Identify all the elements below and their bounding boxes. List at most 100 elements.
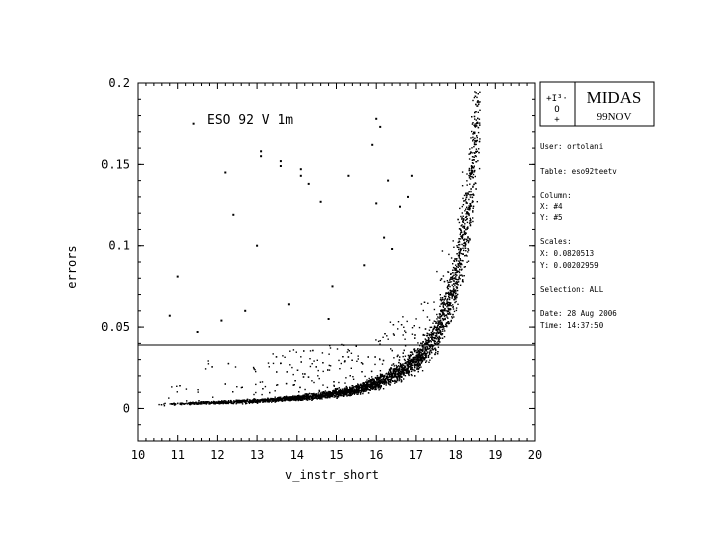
- data-point: [431, 346, 434, 348]
- data-point: [458, 257, 460, 259]
- data-point: [387, 373, 389, 376]
- data-point: [346, 387, 348, 389]
- data-point: [422, 359, 424, 362]
- data-point: [313, 381, 315, 384]
- data-point: [407, 371, 409, 374]
- data-point: [452, 294, 455, 297]
- data-point: [294, 398, 297, 400]
- data-point: [183, 403, 185, 405]
- data-point: [469, 224, 472, 226]
- data-point: [472, 193, 474, 195]
- data-point: [453, 246, 455, 248]
- data-point: [336, 387, 338, 390]
- data-point: [411, 368, 413, 370]
- data-point: [324, 396, 327, 399]
- data-point: [445, 295, 447, 298]
- data-point: [404, 359, 406, 362]
- data-point: [436, 334, 438, 336]
- data-point: [426, 316, 429, 318]
- data-point: [424, 357, 427, 359]
- data-point: [414, 375, 416, 377]
- data-point: [370, 384, 373, 386]
- data-point: [458, 221, 461, 224]
- data-point: [464, 233, 467, 235]
- data-point: [341, 388, 344, 390]
- data-point: [403, 326, 405, 328]
- data-point: [345, 391, 348, 393]
- data-point: [411, 366, 413, 369]
- data-point: [329, 391, 331, 393]
- data-point: [457, 264, 459, 266]
- data-point: [279, 397, 281, 399]
- data-point: [437, 329, 439, 331]
- data-point: [296, 369, 299, 371]
- data-point: [425, 355, 427, 358]
- y-tick-label: 0.1: [108, 239, 130, 253]
- data-point: [425, 339, 428, 342]
- data-point: [458, 276, 460, 278]
- data-point: [273, 399, 275, 401]
- data-point: [343, 390, 345, 392]
- data-point: [284, 399, 286, 402]
- data-point: [274, 390, 276, 392]
- data-point: [417, 356, 419, 359]
- data-point: [191, 402, 193, 405]
- data-point: [453, 291, 455, 293]
- data-point: [307, 398, 310, 400]
- data-point: [436, 353, 439, 355]
- data-point: [469, 206, 471, 208]
- data-point: [333, 394, 335, 397]
- data-point: [389, 375, 391, 377]
- data-point: [396, 366, 398, 368]
- data-point: [433, 301, 435, 303]
- data-point: [463, 241, 466, 244]
- outlier-point: [224, 171, 227, 174]
- data-point: [432, 322, 434, 324]
- data-point: [328, 394, 330, 397]
- data-point: [462, 253, 464, 255]
- data-point: [306, 399, 309, 401]
- data-point: [228, 401, 230, 404]
- data-point: [452, 272, 454, 274]
- data-point: [179, 385, 181, 387]
- data-point: [212, 396, 214, 398]
- data-point: [471, 147, 473, 149]
- data-point: [349, 375, 351, 377]
- data-point: [377, 387, 379, 389]
- data-point: [457, 279, 460, 281]
- data-point: [377, 385, 379, 387]
- data-point: [393, 380, 395, 382]
- data-point: [319, 392, 322, 394]
- data-point: [404, 367, 406, 369]
- data-point: [413, 356, 415, 358]
- data-point: [369, 384, 372, 387]
- data-point: [171, 403, 173, 405]
- data-point: [375, 377, 377, 379]
- data-point: [464, 247, 467, 249]
- data-point: [422, 333, 424, 336]
- data-point: [426, 347, 429, 349]
- data-point: [413, 365, 416, 367]
- data-point: [189, 403, 192, 406]
- data-point: [461, 274, 463, 276]
- data-point: [465, 228, 467, 231]
- data-point: [197, 401, 199, 404]
- data-point: [451, 294, 453, 296]
- data-point: [352, 376, 354, 378]
- data-point: [293, 384, 295, 386]
- data-point: [299, 386, 301, 389]
- data-point: [425, 361, 427, 363]
- data-point: [367, 387, 369, 389]
- data-point: [473, 171, 476, 173]
- data-point: [451, 284, 453, 286]
- data-point: [431, 335, 433, 338]
- data-point: [333, 384, 335, 387]
- data-point: [253, 400, 255, 403]
- data-point: [372, 387, 374, 389]
- data-point: [468, 214, 470, 217]
- data-point: [454, 296, 456, 299]
- data-point: [297, 398, 299, 400]
- data-point: [344, 393, 347, 395]
- data-point: [355, 391, 357, 393]
- axis-ticks: [137, 82, 536, 441]
